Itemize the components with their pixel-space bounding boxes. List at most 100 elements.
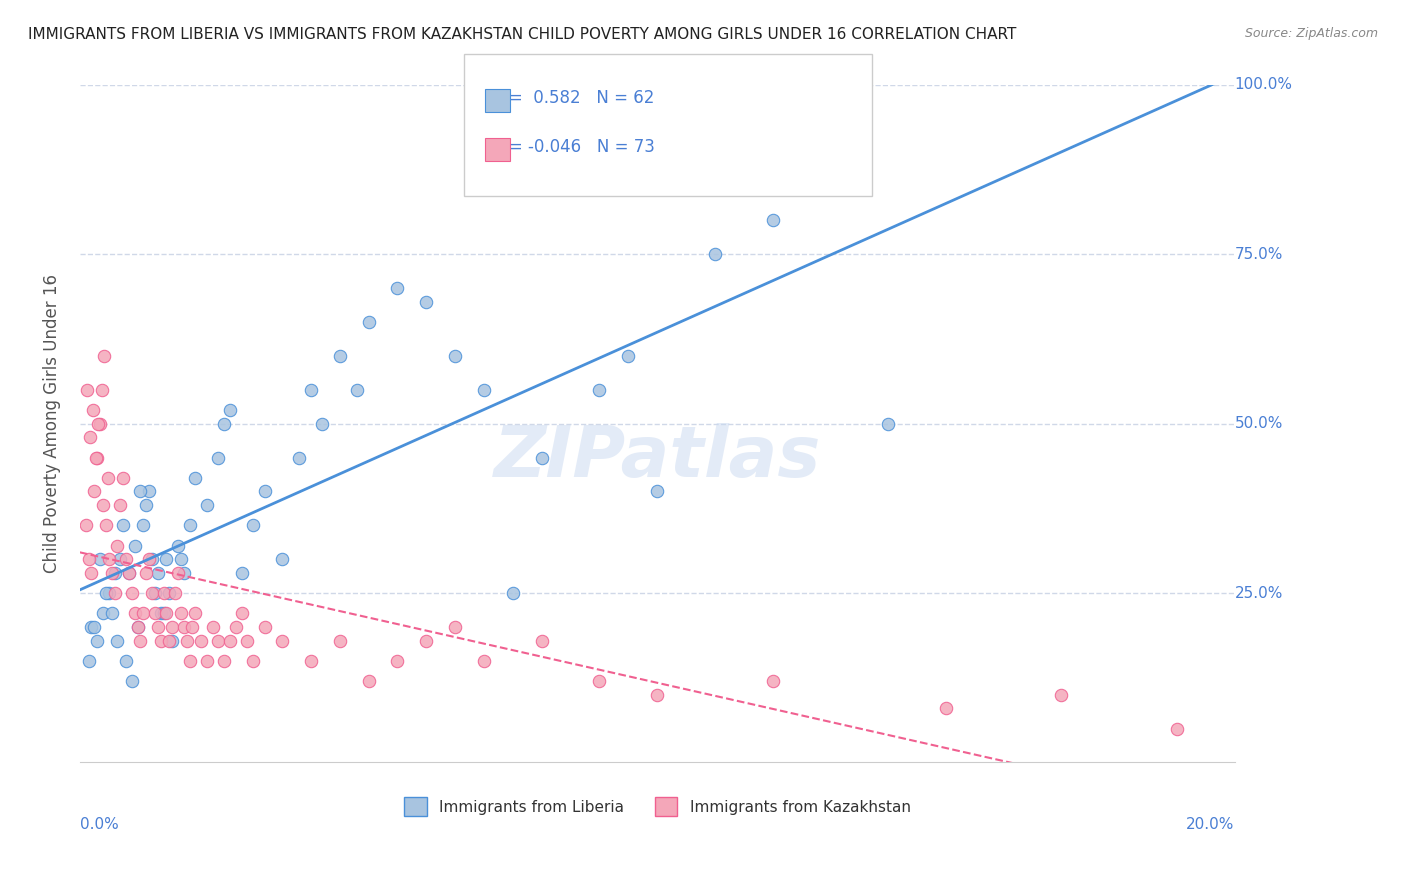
Point (444, 620, 467, 634)
Point (329, 349, 352, 363)
Point (115, 552, 138, 566)
Point (80, 566, 103, 580)
Point (138, 484, 160, 499)
Point (299, 383, 322, 397)
Point (195, 654, 218, 668)
Point (329, 633, 352, 648)
Point (167, 566, 190, 580)
Point (212, 654, 235, 668)
Point (704, 247, 727, 261)
Point (762, 213, 785, 227)
Point (94, 518, 117, 533)
Point (231, 607, 253, 621)
Point (149, 633, 172, 648)
Text: R =  0.582   N = 62: R = 0.582 N = 62 (492, 89, 654, 107)
Point (94, 586, 117, 600)
Point (357, 674, 380, 689)
Point (79, 430, 101, 444)
Point (502, 586, 524, 600)
Point (176, 633, 198, 648)
Point (90, 383, 112, 397)
Point (110, 498, 132, 512)
Point (530, 450, 553, 465)
Point (762, 674, 785, 689)
Point (143, 607, 166, 621)
Text: 100.0%: 100.0% (1234, 78, 1292, 93)
Point (201, 620, 224, 634)
Point (80, 620, 103, 634)
Text: 25.0%: 25.0% (1234, 585, 1282, 600)
Point (149, 607, 172, 621)
Point (135, 498, 157, 512)
Point (112, 471, 135, 485)
Point (91, 498, 114, 512)
Point (100, 566, 122, 580)
Point (242, 518, 264, 533)
Text: R = -0.046   N = 73: R = -0.046 N = 73 (492, 138, 655, 156)
Point (100, 607, 122, 621)
Point (207, 633, 229, 648)
Point (387, 654, 409, 668)
Point (444, 349, 467, 363)
Point (110, 552, 132, 566)
Point (877, 417, 900, 431)
Point (820, 179, 842, 194)
Point (89, 552, 111, 566)
Point (387, 281, 409, 295)
Point (105, 633, 128, 648)
Text: IMMIGRANTS FROM LIBERIA VS IMMIGRANTS FROM KAZAKHSTAN CHILD POVERTY AMONG GIRLS : IMMIGRANTS FROM LIBERIA VS IMMIGRANTS FR… (28, 27, 1017, 42)
Point (588, 674, 610, 689)
Point (141, 586, 163, 600)
Point (127, 620, 149, 634)
Point (645, 688, 668, 702)
Point (181, 620, 204, 634)
Point (77, 654, 100, 668)
Point (357, 315, 380, 329)
Point (141, 552, 163, 566)
Point (212, 417, 235, 431)
Point (207, 450, 229, 465)
Point (167, 539, 190, 553)
Point (1166, 722, 1188, 736)
Point (138, 552, 160, 566)
Point (118, 566, 141, 580)
Point (346, 383, 368, 397)
Point (77, 552, 100, 566)
Point (157, 586, 180, 600)
Point (530, 633, 553, 648)
Point (1050, 688, 1073, 702)
Text: 50.0%: 50.0% (1234, 417, 1282, 431)
Point (152, 607, 174, 621)
Point (146, 620, 169, 634)
Point (121, 586, 143, 600)
Point (129, 484, 152, 499)
Point (132, 518, 155, 533)
Point (415, 633, 437, 648)
Y-axis label: Child Poverty Among Girls Under 16: Child Poverty Among Girls Under 16 (44, 274, 60, 574)
Point (86, 450, 108, 465)
Point (118, 566, 141, 580)
Point (87, 417, 110, 431)
Point (173, 620, 195, 634)
Point (152, 586, 174, 600)
Point (76, 383, 98, 397)
Point (135, 566, 157, 580)
Point (121, 674, 143, 689)
Point (127, 620, 149, 634)
Point (179, 518, 201, 533)
Point (179, 654, 201, 668)
Text: 75.0%: 75.0% (1234, 247, 1282, 262)
Point (617, 349, 640, 363)
Point (415, 294, 437, 309)
Point (195, 498, 218, 512)
Point (184, 471, 207, 485)
Point (143, 586, 166, 600)
Point (236, 633, 259, 648)
Point (242, 654, 264, 668)
Point (89, 417, 111, 431)
Point (155, 552, 177, 566)
Point (271, 633, 294, 648)
Point (173, 566, 195, 580)
Point (184, 607, 207, 621)
Point (231, 566, 253, 580)
